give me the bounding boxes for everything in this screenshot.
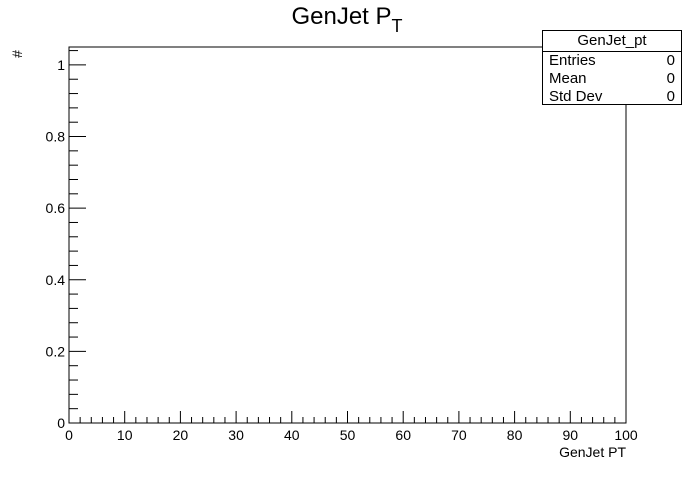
y-tick-label: 0	[57, 415, 65, 431]
stats-stddev-value: 0	[666, 88, 675, 105]
x-tick-label: 50	[340, 427, 356, 443]
stats-row-entries: Entries 0	[543, 52, 681, 70]
stats-stddev-label: Std Dev	[549, 88, 603, 105]
x-tick-label: 0	[65, 427, 73, 443]
stats-row-stddev: Std Dev 0	[543, 88, 681, 106]
y-axis: 0 0.2 0.4 0.6 0.8 1	[46, 50, 86, 431]
x-axis-label: GenJet PT	[559, 444, 626, 460]
y-tick-label: 0.4	[46, 272, 66, 288]
x-tick-label: 80	[507, 427, 523, 443]
y-tick-label: 1	[57, 57, 65, 73]
stats-row-mean: Mean 0	[543, 70, 681, 88]
x-axis: 0 10 20 30 40 50 60 70 80 90 100	[65, 411, 638, 443]
stats-mean-value: 0	[666, 70, 675, 87]
x-tick-label: 30	[228, 427, 244, 443]
stats-entries-label: Entries	[549, 52, 596, 69]
y-tick-label: 0.8	[46, 129, 66, 145]
stats-box: GenJet_pt Entries 0 Mean 0 Std Dev 0	[542, 30, 682, 105]
stats-mean-label: Mean	[549, 70, 587, 87]
x-tick-label: 100	[614, 427, 638, 443]
stats-entries-value: 0	[666, 52, 675, 69]
chart-title-subscript: T	[392, 16, 403, 36]
chart-title: GenJet PT	[291, 3, 402, 36]
y-tick-label: 0.6	[46, 200, 66, 216]
x-tick-label: 20	[173, 427, 189, 443]
x-tick-label: 10	[117, 427, 133, 443]
x-tick-label: 60	[395, 427, 411, 443]
x-tick-label: 70	[451, 427, 467, 443]
y-tick-label: 0.2	[46, 343, 66, 359]
x-tick-label: 90	[563, 427, 579, 443]
x-tick-label: 40	[284, 427, 300, 443]
y-axis-label: #	[9, 50, 25, 58]
chart-title-main: GenJet P	[291, 3, 391, 30]
stats-title: GenJet_pt	[543, 31, 681, 52]
